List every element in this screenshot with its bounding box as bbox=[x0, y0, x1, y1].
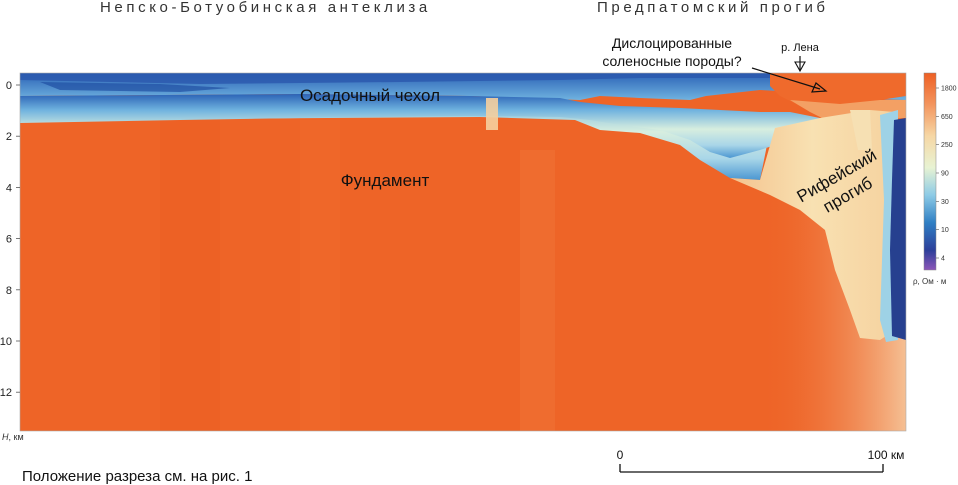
colorbar-tick-label: 4 bbox=[941, 256, 945, 263]
colorbar-tick-label: 30 bbox=[941, 199, 949, 206]
depth-tick-label: 0 bbox=[6, 80, 12, 92]
sediment-layer bbox=[20, 73, 906, 180]
depth-tick-label: 8 bbox=[6, 285, 12, 297]
colorbar-tick-label: 650 bbox=[941, 114, 953, 121]
depth-tick-label: 4 bbox=[6, 182, 12, 194]
colorbar-tick-label: 90 bbox=[941, 171, 949, 178]
salt-arrow bbox=[751, 67, 821, 90]
river-label: р. Лена bbox=[781, 42, 820, 54]
depth-axis: 0 2 4 6 8 10 12 bbox=[0, 80, 20, 399]
basement-label: Фундамент bbox=[341, 171, 430, 190]
dislocated-label-line1: Дислоцированные bbox=[612, 35, 732, 51]
colorbar-tick-label: 250 bbox=[941, 142, 953, 149]
scale-start-label: 0 bbox=[617, 448, 624, 462]
sediment-cover-label: Осадочный чехол bbox=[300, 86, 440, 105]
depth-tick-label: 2 bbox=[6, 131, 12, 143]
depth-tick-label: 6 bbox=[6, 234, 12, 246]
riphean-trough bbox=[730, 110, 895, 340]
depth-tick-label: 12 bbox=[0, 387, 12, 399]
header-right-region: Предпатомский прогиб bbox=[597, 0, 829, 16]
depth-axis-label: H, км bbox=[2, 432, 24, 442]
header-left-region: Непско-Ботуобинская антеклиза bbox=[100, 0, 431, 16]
colorbar-label: ρ, Ом · м bbox=[913, 277, 946, 286]
colorbar-tick-label: 10 bbox=[941, 227, 949, 234]
section-frame bbox=[19, 72, 907, 432]
figure-caption: Положение разреза см. на рис. 1 bbox=[22, 468, 252, 485]
colorbar-ticks: 1800 650 250 90 30 10 4 bbox=[936, 86, 957, 263]
depth-tick-label: 10 bbox=[0, 336, 12, 348]
dislocated-label-line2: соленосные породы? bbox=[602, 53, 741, 69]
colorbar bbox=[923, 72, 937, 271]
colorbar-tick-label: 1800 bbox=[941, 86, 957, 93]
scale-end-label: 100 км bbox=[868, 448, 905, 462]
scale-bar bbox=[619, 464, 884, 473]
